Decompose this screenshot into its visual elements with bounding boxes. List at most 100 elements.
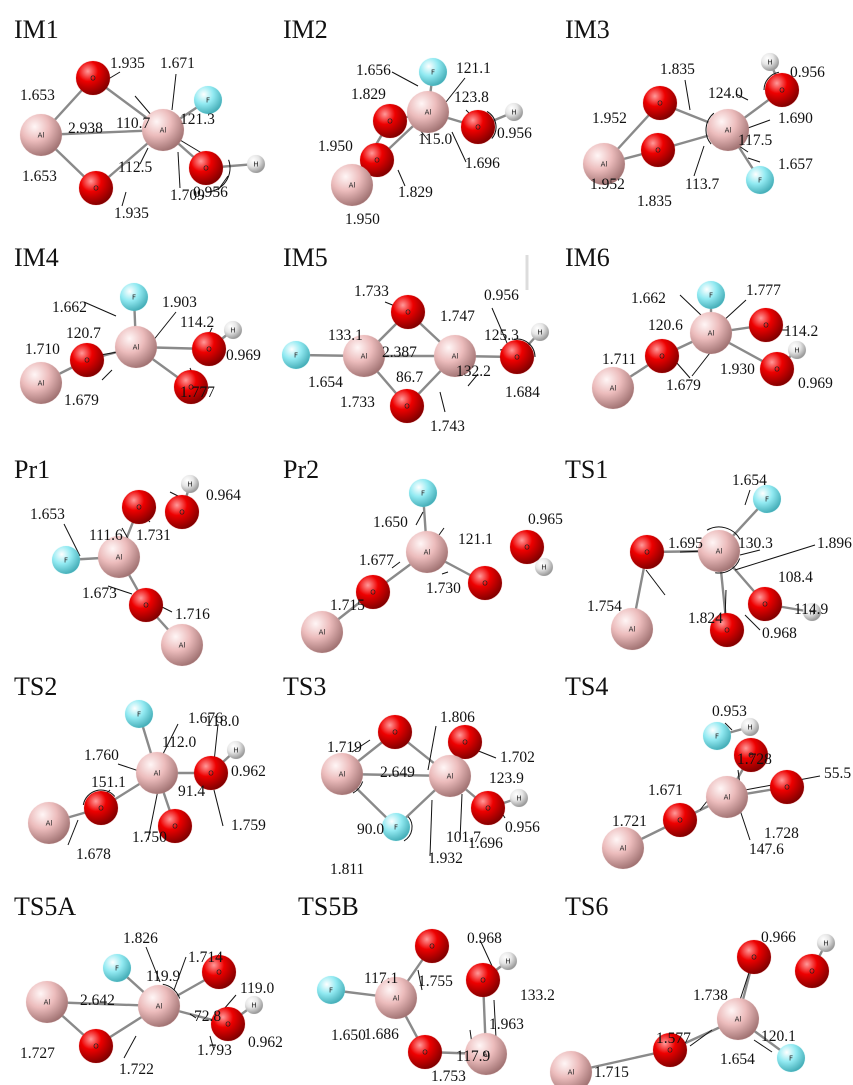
leader-line xyxy=(645,569,666,596)
atom-sphere xyxy=(601,826,645,870)
atom-o: O xyxy=(736,939,772,975)
atom-label: F xyxy=(758,177,762,185)
atom-sphere xyxy=(460,109,496,145)
atom-label: O xyxy=(422,1049,428,1057)
atom-o: O xyxy=(640,132,676,168)
measurement-label: 1.662 xyxy=(631,290,666,307)
atom-al: Al xyxy=(114,325,158,369)
structure-ts1: TS1 F O Al Al O H O 1.654 1.695 130.3 108.41.896 1.7… xyxy=(565,455,852,651)
atom-sphere xyxy=(447,724,483,760)
atom-label: Al xyxy=(601,161,608,169)
atom-label: F xyxy=(431,69,435,77)
atom-sphere xyxy=(119,282,149,312)
atom-al: Al xyxy=(601,826,645,870)
atom-sphere xyxy=(582,142,626,186)
angle-arc xyxy=(486,110,497,139)
measurement-label: 1.932 xyxy=(428,850,463,867)
atom-sphere xyxy=(83,790,119,826)
atom-label: O xyxy=(659,353,665,361)
measurement-label: 1.679 xyxy=(64,392,99,409)
atom-f: F xyxy=(316,975,346,1005)
atom-label: O xyxy=(203,165,209,173)
leader-line xyxy=(679,294,703,317)
atom-label: O xyxy=(655,147,661,155)
measurement-label: 0.968 xyxy=(467,930,502,947)
measurement-label: 1.721 xyxy=(612,813,647,830)
atom-al: Al xyxy=(405,530,449,574)
atom-o: O xyxy=(157,808,193,844)
structure-title: TS4 xyxy=(565,672,608,701)
atom-o: O xyxy=(759,351,795,387)
leader-line xyxy=(739,809,751,841)
atom-h: H xyxy=(509,788,529,808)
atom-label: Al xyxy=(620,845,627,853)
leader-line xyxy=(439,391,446,413)
atom-label: O xyxy=(93,185,99,193)
atom-o: O xyxy=(662,802,698,838)
measurement-label: 1.731 xyxy=(136,527,171,544)
atom-label: F xyxy=(789,1055,793,1063)
measurement-label: 1.716 xyxy=(175,606,210,623)
measurement-label: 2.649 xyxy=(380,764,415,781)
atom-sphere xyxy=(802,602,822,622)
atom-label: Al xyxy=(38,380,45,388)
atom-label: O xyxy=(405,309,411,317)
atom-o: O xyxy=(173,369,209,405)
structure-title: Pr2 xyxy=(283,455,319,484)
atom-f: F xyxy=(696,280,726,310)
measurement-label: 117.1 xyxy=(364,970,398,987)
atom-label: O xyxy=(172,823,178,831)
atom-f: F xyxy=(102,953,132,983)
measurement-label: 1.950 xyxy=(318,138,353,155)
atom-sphere xyxy=(760,52,780,72)
leader-line xyxy=(491,307,511,351)
atom-label: Al xyxy=(629,626,636,634)
angle-arc xyxy=(706,526,741,540)
atom-al: Al xyxy=(19,113,63,157)
measurement-label: 112.0 xyxy=(162,734,197,751)
measurement-label: 1.650 xyxy=(331,1027,366,1044)
atom-f: F xyxy=(51,545,81,575)
atom-sphere xyxy=(652,1032,688,1068)
atom-label: O xyxy=(370,589,376,597)
atom-sphere xyxy=(787,340,807,360)
atom-label: O xyxy=(751,954,757,962)
atom-al: Al xyxy=(25,980,69,1024)
atom-sphere xyxy=(355,574,391,610)
atom-label: O xyxy=(763,322,769,330)
leader-line xyxy=(744,489,751,506)
atom-label: O xyxy=(748,752,754,760)
leader-line xyxy=(391,71,419,87)
atom-sphere xyxy=(736,939,772,975)
atom-al: Al xyxy=(464,1032,508,1076)
atom-sphere xyxy=(428,754,472,798)
atom-label: Al xyxy=(393,995,400,1003)
measurement-label: 90.0 xyxy=(357,821,384,838)
atom-sphere xyxy=(696,280,726,310)
atom-label: O xyxy=(485,805,491,813)
atom-sphere xyxy=(377,714,413,750)
measurement-label: 0.953 xyxy=(712,703,747,720)
atom-f: F xyxy=(193,85,223,115)
atom-sphere xyxy=(164,494,200,530)
measurement-label: 0.968 xyxy=(762,625,797,642)
structure-im3: IM3 H O O Al O Al F 1.835 0.956 1.952 124.0 1.690 117… xyxy=(565,15,825,210)
leader-line xyxy=(209,1035,215,1051)
leader-line xyxy=(351,739,371,753)
atom-sphere xyxy=(549,1050,593,1085)
leader-line xyxy=(445,77,466,103)
measurement-label: 114.9 xyxy=(794,601,829,618)
atom-sphere xyxy=(697,529,741,573)
atom-sphere xyxy=(78,170,114,206)
atom-f: F xyxy=(124,699,154,729)
measurement-label: 55.5 xyxy=(824,765,851,782)
leader-line xyxy=(467,373,479,387)
atom-f: F xyxy=(752,484,782,514)
atom-sphere xyxy=(640,132,676,168)
atom-sphere xyxy=(188,150,224,186)
atom-al: Al xyxy=(549,1050,593,1085)
measurement-label: 1.733 xyxy=(354,283,389,300)
measurement-label: 1.679 xyxy=(666,377,701,394)
atom-sphere xyxy=(591,366,635,410)
